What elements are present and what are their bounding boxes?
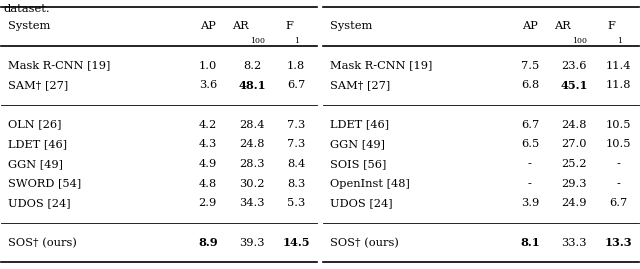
Text: LDET [46]: LDET [46]	[8, 139, 67, 149]
Text: 48.1: 48.1	[238, 80, 266, 91]
Text: 100: 100	[250, 37, 266, 45]
Text: AR: AR	[554, 21, 571, 31]
Text: 7.3: 7.3	[287, 120, 305, 130]
Text: 6.7: 6.7	[521, 120, 539, 130]
Text: 1: 1	[616, 37, 621, 45]
Text: 30.2: 30.2	[239, 179, 265, 189]
Text: LDET [46]: LDET [46]	[330, 120, 389, 130]
Text: 3.6: 3.6	[198, 80, 217, 90]
Text: 4.9: 4.9	[198, 159, 217, 169]
Text: 39.3: 39.3	[239, 238, 265, 248]
Text: 4.2: 4.2	[198, 120, 217, 130]
Text: F: F	[285, 21, 293, 31]
Text: 3.9: 3.9	[521, 198, 539, 208]
Text: 7.5: 7.5	[521, 61, 539, 71]
Text: AP: AP	[522, 21, 538, 31]
Text: 34.3: 34.3	[239, 198, 265, 208]
Text: Mask R-CNN [19]: Mask R-CNN [19]	[330, 61, 432, 71]
Text: SAM† [27]: SAM† [27]	[330, 80, 390, 90]
Text: AP: AP	[200, 21, 216, 31]
Text: 4.8: 4.8	[198, 179, 217, 189]
Text: 45.1: 45.1	[560, 80, 588, 91]
Text: AR: AR	[232, 21, 249, 31]
Text: 33.3: 33.3	[561, 238, 587, 248]
Text: 11.8: 11.8	[605, 80, 631, 90]
Text: SOS† (ours): SOS† (ours)	[330, 238, 399, 248]
Text: 13.3: 13.3	[604, 237, 632, 248]
Text: 4.3: 4.3	[198, 139, 217, 149]
Text: 7.3: 7.3	[287, 139, 305, 149]
Text: SAM† [27]: SAM† [27]	[8, 80, 68, 90]
Text: 1.0: 1.0	[198, 61, 217, 71]
Text: -: -	[616, 179, 620, 189]
Text: 23.6: 23.6	[561, 61, 587, 71]
Text: 2.9: 2.9	[198, 198, 217, 208]
Text: -: -	[616, 159, 620, 169]
Text: SWORD [54]: SWORD [54]	[8, 179, 81, 189]
Text: OLN [26]: OLN [26]	[8, 120, 61, 130]
Text: 8.9: 8.9	[198, 237, 218, 248]
Text: -: -	[528, 179, 532, 189]
Text: 8.3: 8.3	[287, 179, 305, 189]
Text: 27.0: 27.0	[561, 139, 587, 149]
Text: 8.2: 8.2	[243, 61, 261, 71]
Text: 6.7: 6.7	[287, 80, 305, 90]
Text: 6.8: 6.8	[521, 80, 539, 90]
Text: GGN [49]: GGN [49]	[8, 159, 63, 169]
Text: SOIS [56]: SOIS [56]	[330, 159, 386, 169]
Text: 28.3: 28.3	[239, 159, 265, 169]
Text: 1: 1	[294, 37, 300, 45]
Text: 8.1: 8.1	[520, 237, 540, 248]
Text: OpenInst [48]: OpenInst [48]	[330, 179, 410, 189]
Text: dataset.: dataset.	[3, 4, 50, 14]
Text: System: System	[330, 21, 372, 31]
Text: System: System	[8, 21, 50, 31]
Text: UDOS [24]: UDOS [24]	[330, 198, 392, 208]
Text: 24.9: 24.9	[561, 198, 587, 208]
Text: SOS† (ours): SOS† (ours)	[8, 238, 77, 248]
Text: 25.2: 25.2	[561, 159, 587, 169]
Text: 14.5: 14.5	[282, 237, 310, 248]
Text: -: -	[528, 159, 532, 169]
Text: 8.4: 8.4	[287, 159, 305, 169]
Text: 24.8: 24.8	[561, 120, 587, 130]
Text: 10.5: 10.5	[605, 120, 631, 130]
Text: GGN [49]: GGN [49]	[330, 139, 385, 149]
Text: 100: 100	[572, 37, 588, 45]
Text: 24.8: 24.8	[239, 139, 265, 149]
Text: 6.7: 6.7	[609, 198, 627, 208]
Text: F: F	[607, 21, 615, 31]
Text: 1.8: 1.8	[287, 61, 305, 71]
Text: 11.4: 11.4	[605, 61, 631, 71]
Text: 29.3: 29.3	[561, 179, 587, 189]
Text: 6.5: 6.5	[521, 139, 539, 149]
Text: 5.3: 5.3	[287, 198, 305, 208]
Text: 10.5: 10.5	[605, 139, 631, 149]
Text: Mask R-CNN [19]: Mask R-CNN [19]	[8, 61, 110, 71]
Text: 28.4: 28.4	[239, 120, 265, 130]
Text: UDOS [24]: UDOS [24]	[8, 198, 70, 208]
